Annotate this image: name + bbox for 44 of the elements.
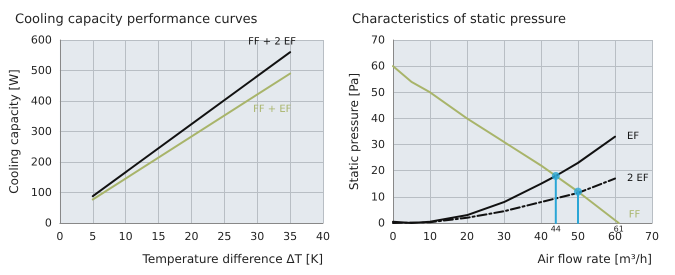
series-label: FF + 2 EF (248, 36, 296, 48)
series-label: FF (628, 210, 640, 220)
y-tick-label: 0 (44, 216, 52, 230)
y-axis-title: Static pressure [Pa] (347, 72, 362, 190)
x-tick-label: 20 (460, 230, 474, 243)
y-tick-label: 50 (371, 86, 385, 99)
y-axis-title: Cooling capacity [W] (7, 69, 21, 194)
y-tick-label: 20 (371, 164, 385, 178)
y-tick-label: 500 (30, 64, 52, 77)
y-tick-label: 600 (30, 34, 52, 46)
x-tick-label: 40 (316, 230, 330, 243)
series-label: FF + EF (253, 104, 292, 116)
y-tick-label: 40 (371, 112, 385, 125)
x-tick-label: 0 (390, 230, 396, 243)
x-tick-label: 50 (571, 230, 585, 243)
x-axis-title: Temperature difference ΔT [K] (142, 252, 323, 266)
chart-title: Cooling capacity performance curves (15, 12, 258, 27)
x-tick-label: 70 (645, 230, 659, 243)
annotation: 44 (550, 224, 561, 234)
x-tick-label: 10 (118, 230, 133, 243)
y-tick-label: 100 (30, 186, 52, 199)
x-tick-label: 30 (497, 230, 511, 243)
y-tick-label: 60 (371, 60, 385, 73)
x-tick-label: 25 (217, 230, 232, 243)
series-label: 2 EF (627, 173, 649, 184)
x-tick-label: 10 (423, 230, 437, 243)
y-tick-label: 10 (371, 190, 385, 204)
series-label: EF (627, 131, 640, 142)
x-axis-title: Air flow rate [m³/h] (537, 252, 652, 266)
chart-title: Characteristics of static pressure (352, 12, 566, 27)
x-tick-label: 15 (152, 230, 166, 243)
y-tick-label: 200 (30, 156, 52, 168)
x-tick-label: 20 (184, 230, 198, 243)
y-tick-label: 70 (371, 34, 385, 46)
y-tick-label: 0 (378, 216, 385, 230)
y-tick-label: 300 (30, 125, 52, 138)
y-tick-label: 30 (371, 138, 385, 152)
x-tick-label: 5 (89, 230, 96, 243)
x-tick-label: 35 (283, 230, 298, 243)
x-tick-label: 30 (250, 230, 264, 243)
line-series (392, 65, 620, 224)
x-tick-label: 40 (534, 230, 548, 243)
x-tick-label: 0 (56, 230, 64, 243)
y-tick-label: 400 (30, 94, 52, 108)
